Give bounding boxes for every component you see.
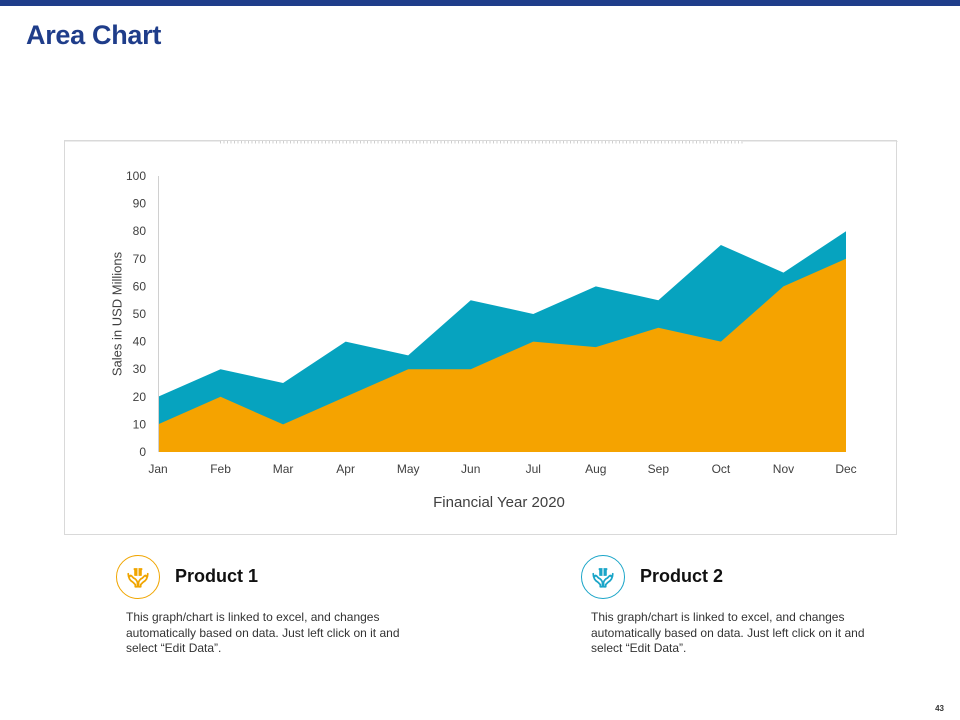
y-tick-label: 100 [126,169,146,183]
product-2-description: This graph/chart is linked to excel, and… [591,610,865,655]
y-tick-label: 20 [133,390,147,404]
x-tick-label: Mar [273,462,294,476]
x-tick-label: Oct [712,462,731,476]
y-tick-label: 90 [133,197,147,211]
area-chart: 0 10 20 30 40 50 60 70 80 90 100 Jan Feb Mar Apr May Ju… [65,141,898,511]
x-tick-label: Dec [835,462,856,476]
x-tick-label: Nov [773,462,794,476]
y-tick-label: 80 [133,224,147,238]
x-tick-label: Feb [210,462,231,476]
x-tick-label: Sep [648,462,670,476]
x-axis-title: Financial Year 2020 [433,494,565,511]
product-1-title: Product 1 [175,566,259,586]
top-accent-bar [0,0,960,6]
y-tick-label: 0 [139,445,146,459]
y-tick-label: 60 [133,279,147,293]
y-tick-label: 50 [133,307,147,321]
page-title: Area Chart [26,20,162,50]
chart-container[interactable]: 0 10 20 30 40 50 60 70 80 90 100 Jan Feb Mar Apr May Ju… [64,140,898,535]
x-tick-label: Aug [585,462,606,476]
hands-gift-glyph [592,568,614,588]
x-tick-label: Apr [336,462,355,476]
hands-gift-icon [581,555,625,599]
area-series-1[interactable] [158,258,846,452]
y-axis-title: Sales in USD Millions [109,251,124,376]
product-1-description: This graph/chart is linked to excel, and… [126,610,400,655]
hands-gift-glyph [127,568,149,588]
page-number: 43 [935,704,944,713]
y-tick-label: 70 [133,252,147,266]
x-tick-label: Jun [461,462,480,476]
x-tick-label: May [397,462,420,476]
y-tick-label: 40 [133,335,147,349]
x-tick-label: Jan [148,462,167,476]
y-tick-label: 10 [133,417,147,431]
product-2-title: Product 2 [640,566,724,586]
hands-gift-icon [116,555,160,599]
y-tick-label: 30 [133,362,147,376]
x-tick-label: Jul [526,462,541,476]
